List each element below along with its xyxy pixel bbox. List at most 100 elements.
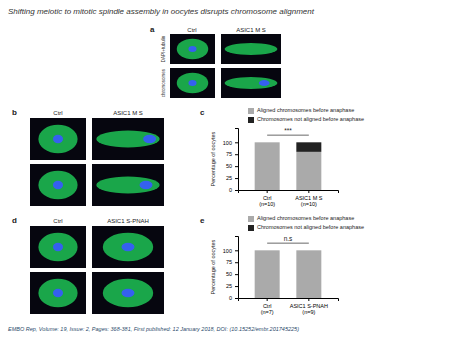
micro-panel: [92, 226, 164, 268]
panel-label: b: [12, 108, 17, 117]
micro-background: [92, 226, 164, 268]
tick-mark: [235, 286, 238, 287]
column-header: ASIC1 M S: [236, 27, 266, 33]
micro-background: [92, 272, 164, 314]
micro-panel: [92, 164, 164, 206]
tick-mark: [308, 298, 309, 301]
micro-background: [30, 272, 86, 314]
micro-chromosomes: [259, 80, 270, 86]
column-header: Ctrl: [187, 27, 196, 33]
micro-panel: [221, 34, 281, 64]
bar: [296, 250, 321, 298]
micro-panel: [92, 118, 164, 160]
micro-chromosomes: [143, 135, 156, 143]
bar: [296, 152, 321, 190]
column-header: Ctrl: [53, 110, 62, 116]
panel-label: e: [200, 216, 205, 225]
legend-swatch: [248, 216, 254, 222]
micro-chromosomes: [122, 243, 135, 251]
tick: 25: [226, 175, 238, 181]
x-axis: Ctrl(n=7) ASIC1 S-PNAH(n=9): [239, 298, 339, 315]
axis-line: [239, 191, 339, 194]
micro-spindle: [177, 73, 209, 93]
legend-swatch: [248, 225, 254, 231]
panel-label: c: [200, 108, 205, 117]
micro-spindle: [38, 125, 77, 154]
micro-spindle: [96, 177, 159, 194]
tick-label: Ctrl(n=7): [261, 303, 274, 315]
micro-background: [170, 68, 215, 98]
micro-chromosomes: [188, 46, 196, 52]
legend-entry: Aligned chromosomes before anaphase: [257, 107, 354, 113]
tick-label: ASIC1 S-PNAH(n=9): [290, 303, 328, 315]
tick: 50: [226, 271, 238, 277]
micro-panel: [30, 164, 86, 206]
micro-spindle: [225, 77, 278, 89]
panel-label: a: [150, 25, 155, 34]
tick-label: 25: [226, 283, 232, 289]
axis-title: Percentage of oocytes: [210, 131, 216, 186]
tick: 100: [223, 140, 238, 146]
significance: ***: [284, 127, 292, 134]
tick-mark: [267, 298, 268, 301]
micro-spindle: [38, 171, 77, 200]
legend-entry: Chromosomes not aligned before anaphase: [257, 116, 364, 122]
micro-background: [221, 68, 281, 98]
tick-label: 50: [226, 271, 232, 277]
row-label: DAPI+tubulin: [161, 35, 166, 62]
title: Shifting meiotic to mitotic spindle asse…: [8, 7, 315, 16]
tick-label: 50: [226, 163, 232, 169]
tick-mark: [235, 250, 238, 251]
tick: ASIC1 S-PNAH(n=9): [290, 298, 328, 315]
micro-chromosomes: [53, 181, 63, 189]
significance-bracket: [267, 243, 309, 244]
legend-entry: Chromosomes not aligned before anaphase: [257, 224, 364, 230]
micro-spindle: [103, 233, 153, 262]
legend-entry: Aligned chromosomes before anaphase: [257, 215, 354, 221]
tick-label: 100: [223, 248, 232, 254]
citation: EMBO Rep, Volume: 19, Issue: 2, Pages: 3…: [8, 326, 299, 332]
legend-swatch: [248, 117, 254, 123]
column-header: ASIC1 S-PNAH: [107, 218, 149, 224]
micro-spindle: [225, 43, 278, 55]
micro-chromosomes: [53, 243, 63, 251]
micro-spindle: [177, 39, 209, 59]
micro-spindle: [96, 131, 159, 148]
micro-chromosomes: [122, 289, 135, 297]
micro-chromosomes: [53, 289, 63, 297]
axis-line: [235, 129, 239, 191]
micro-background: [92, 118, 164, 160]
bar: [255, 250, 280, 298]
tick: 0: [229, 295, 238, 301]
tick-label: 75: [226, 151, 232, 157]
tick: 25: [226, 283, 238, 289]
tick-mark: [235, 166, 238, 167]
axis-line: [239, 299, 339, 302]
tick-mark: [235, 190, 238, 191]
micro-background: [30, 118, 86, 160]
micro-background: [221, 34, 281, 64]
micro-background: [30, 226, 86, 268]
x-axis: Ctrl(n=10)ASIC1 M S(n=10): [239, 190, 339, 207]
tick-mark: [235, 298, 238, 299]
tick-mark: [235, 178, 238, 179]
y-axis: 0255075100: [223, 237, 239, 302]
micro-chromosomes: [188, 80, 196, 86]
micro-spindle: [103, 279, 153, 308]
micro-background: [30, 164, 86, 206]
tick-label: 100: [223, 140, 232, 146]
tick: ASIC1 M S(n=10): [295, 190, 323, 207]
tick-label: 0: [229, 295, 232, 301]
significance: n.s: [284, 235, 293, 242]
micro-background: [92, 164, 164, 206]
tick-mark: [235, 154, 238, 155]
tick-label: ASIC1 M S(n=10): [295, 195, 323, 207]
legend-swatch: [248, 108, 254, 114]
micro-spindle: [38, 233, 77, 262]
micro-chromosomes: [53, 135, 63, 143]
tick-label: 25: [226, 175, 232, 181]
column-header: Ctrl: [53, 218, 62, 224]
tick: 75: [226, 151, 238, 157]
micro-panel: [92, 272, 164, 314]
tick: Ctrl(n=7): [261, 298, 274, 315]
